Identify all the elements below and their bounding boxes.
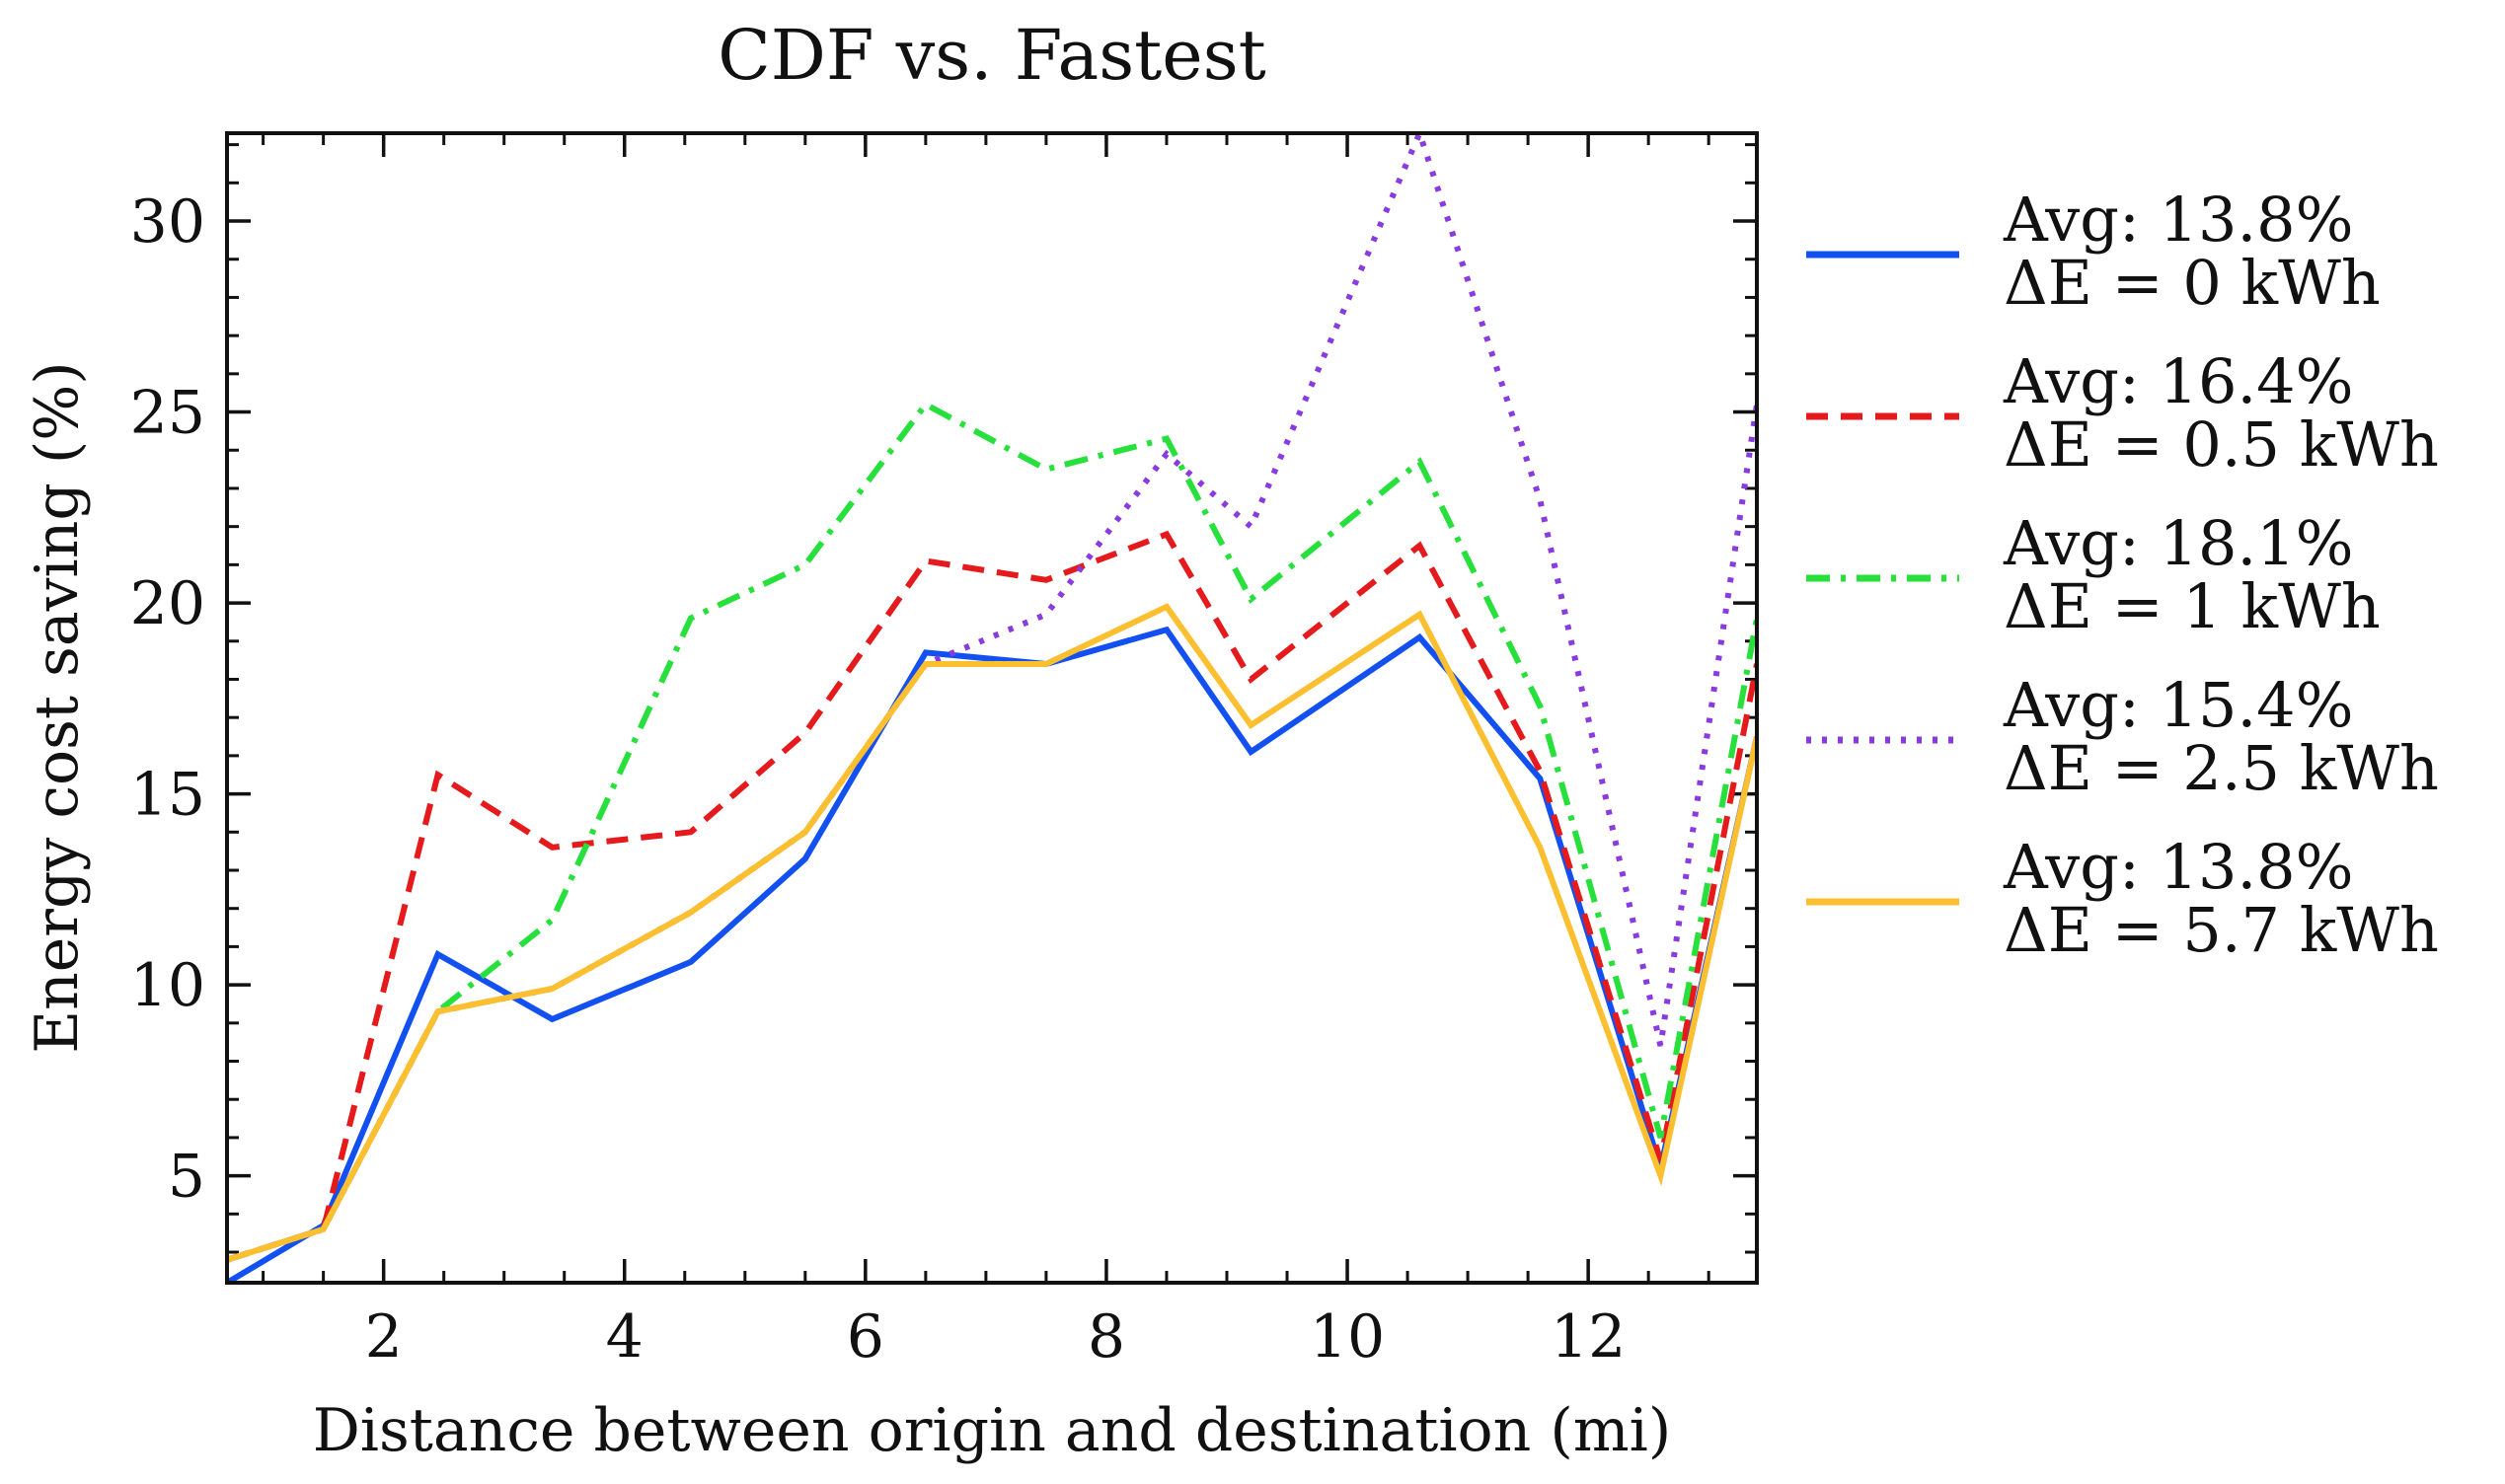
legend-avg-label: Avg: 16.4% [2003,345,2354,417]
series-line-3 [227,400,1757,1263]
x-tick-label: 6 [847,1302,884,1372]
legend-entry: Avg: 18.1%ΔE = 1 kWh [1806,507,2381,642]
axis-ticks [227,133,1757,1283]
x-tick-labels: 2 4 6 8 10 12 [365,1302,1627,1372]
legend-avg-label: Avg: 13.8% [2003,184,2354,256]
x-tick-label: 12 [1551,1302,1626,1372]
legend-avg-label: Avg: 15.4% [2003,669,2354,741]
x-tick-label: 4 [606,1302,644,1372]
legend-avg-label: Avg: 18.1% [2003,507,2354,579]
x-tick-label: 8 [1088,1302,1125,1372]
y-tick-label: 5 [168,1143,205,1212]
plot-frame [225,131,1759,1285]
y-tick-label: 30 [130,187,205,257]
chart-title: CDF vs. Fastest [718,15,1266,96]
series-line-2 [227,530,1757,1263]
x-axis-label: Distance between origin and destination … [313,1396,1672,1465]
legend-entry: Avg: 15.4%ΔE = 2.5 kWh [1806,669,2439,804]
legend-delta-label: ΔE = 2.5 kWh [2004,732,2439,804]
legend-delta-label: ΔE = 0.5 kWh [2004,408,2439,481]
y-tick-label: 15 [130,761,205,830]
legend-avg-label: Avg: 13.8% [2003,831,2354,903]
y-tick-label: 20 [130,569,205,638]
legend-entry: Avg: 13.8%ΔE = 0 kWh [1806,184,2381,319]
legend-entry: Avg: 16.4%ΔE = 0.5 kWh [1806,345,2439,481]
legend-delta-label: ΔE = 0 kWh [2004,247,2381,319]
legend-delta-label: ΔE = 1 kWh [2004,570,2381,642]
legend-delta-label: ΔE = 5.7 kWh [2004,894,2439,966]
x-tick-label: 10 [1310,1302,1385,1372]
y-tick-label: 25 [130,379,205,448]
x-tick-label: 2 [365,1302,403,1372]
series-line-5 [227,603,1757,1263]
y-axis-label: Energy cost saving (%) [23,361,92,1053]
series-lines [227,133,1757,1283]
y-tick-label: 10 [130,951,205,1020]
series-line-1 [227,626,1757,1283]
legend-entry: Avg: 13.8%ΔE = 5.7 kWh [1806,831,2439,966]
series-line-4 [227,133,1757,1263]
y-tick-labels: 5 10 15 20 25 30 [130,187,205,1212]
